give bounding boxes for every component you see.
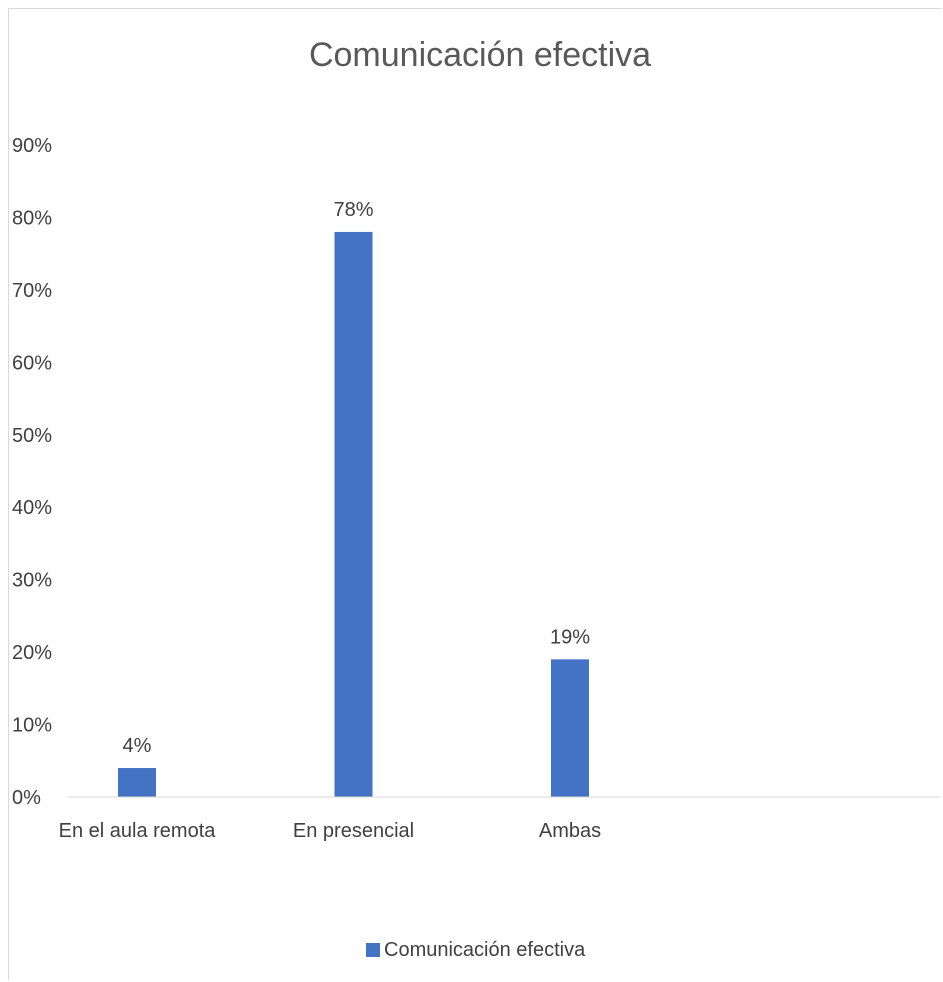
- legend-swatch: [366, 943, 380, 957]
- chart-title: Comunicación efectiva: [309, 36, 651, 74]
- chart-frame: [8, 8, 942, 980]
- x-axis-ticks: En el aula remota En presencial Ambas: [59, 820, 602, 842]
- data-label: 78%: [333, 199, 373, 221]
- y-axis-ticks: 0% 10% 20% 30% 40% 50% 60% 70% 80% 90%: [12, 135, 52, 809]
- y-tick-label: 0%: [12, 787, 41, 809]
- legend: Comunicación efectiva: [366, 939, 586, 961]
- y-tick-label: 30%: [12, 570, 52, 592]
- bar: [118, 768, 156, 797]
- bars-group: [118, 231, 589, 797]
- y-tick-label: 50%: [12, 425, 52, 447]
- x-tick-label: En el aula remota: [59, 820, 217, 842]
- y-tick-label: 90%: [12, 135, 52, 157]
- x-tick-label: En presencial: [293, 820, 414, 842]
- data-label: 19%: [550, 626, 590, 648]
- y-tick-label: 20%: [12, 642, 52, 664]
- data-label: 4%: [123, 735, 152, 757]
- y-tick-label: 40%: [12, 497, 52, 519]
- bar: [334, 231, 373, 797]
- data-labels-group: 4% 78% 19%: [123, 199, 591, 757]
- y-tick-label: 60%: [12, 352, 52, 374]
- legend-label: Comunicación efectiva: [384, 939, 586, 961]
- y-tick-label: 10%: [12, 715, 52, 737]
- y-tick-label: 70%: [12, 280, 52, 302]
- x-tick-label: Ambas: [539, 820, 601, 842]
- bar: [551, 659, 589, 797]
- y-tick-label: 80%: [12, 207, 52, 229]
